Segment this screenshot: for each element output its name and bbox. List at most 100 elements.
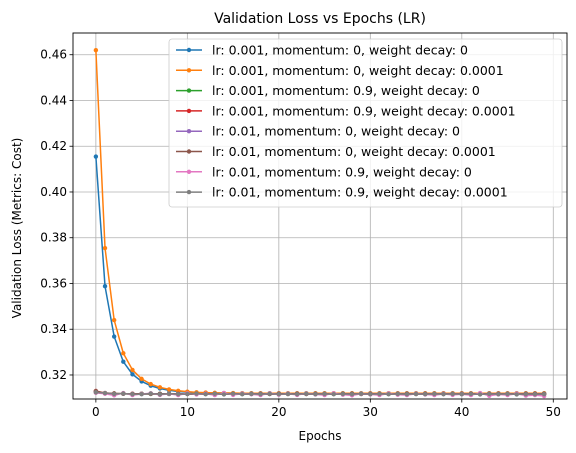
- data-point: [139, 391, 144, 397]
- chart-title: Validation Loss vs Epochs (LR): [214, 11, 426, 27]
- data-point: [166, 391, 172, 396]
- data-point: [313, 391, 318, 397]
- data-point: [505, 391, 510, 397]
- data-point: [386, 391, 391, 397]
- data-point: [130, 391, 135, 397]
- data-point: [358, 391, 364, 396]
- data-point: [121, 359, 126, 364]
- data-point: [139, 376, 144, 382]
- data-point: [368, 391, 373, 397]
- data-point: [102, 390, 108, 396]
- data-point: [294, 391, 300, 397]
- legend-label: lr: 0.01, momentum: 0, weight decay: 0: [212, 124, 460, 139]
- data-point: [377, 391, 382, 397]
- legend-item: lr: 0.001, momentum: 0.9, weight decay: …: [176, 83, 480, 98]
- data-point: [413, 391, 419, 397]
- data-point: [93, 47, 99, 53]
- data-point: [468, 391, 474, 397]
- data-point: [121, 391, 126, 396]
- data-point: [349, 391, 355, 397]
- data-point: [477, 392, 483, 397]
- legend-label: lr: 0.01, momentum: 0.9, weight decay: 0: [212, 164, 472, 179]
- x-tick-label: 40: [454, 405, 469, 419]
- data-point: [514, 392, 519, 397]
- data-point: [93, 390, 99, 395]
- legend-label: lr: 0.001, momentum: 0.9, weight decay: …: [212, 83, 480, 98]
- data-point: [423, 391, 428, 397]
- legend-marker: [186, 88, 192, 93]
- data-point: [111, 317, 117, 323]
- legend-item: lr: 0.001, momentum: 0, weight decay: 0: [176, 43, 468, 58]
- legend-label: lr: 0.01, momentum: 0.9, weight decay: 0…: [212, 185, 508, 200]
- x-tick-label: 20: [271, 405, 286, 419]
- y-tick-label: 0.46: [40, 48, 67, 62]
- data-point: [148, 381, 153, 387]
- legend-item: lr: 0.01, momentum: 0, weight decay: 0: [176, 124, 460, 139]
- data-point: [111, 334, 117, 339]
- data-point: [322, 391, 327, 397]
- data-point: [102, 284, 108, 289]
- series-8: [93, 390, 547, 397]
- legend-marker: [186, 108, 192, 114]
- data-point: [148, 391, 153, 396]
- data-point: [240, 391, 245, 397]
- legend-item: lr: 0.01, momentum: 0.9, weight decay: 0: [176, 164, 472, 179]
- data-point: [166, 387, 172, 392]
- data-point: [176, 388, 181, 393]
- x-tick-label: 10: [180, 405, 195, 419]
- data-point: [331, 391, 336, 397]
- data-point: [221, 392, 227, 397]
- data-point: [258, 391, 263, 397]
- legend-item: lr: 0.001, momentum: 0, weight decay: 0.…: [176, 63, 504, 78]
- legend-box: [168, 38, 563, 208]
- legend-item: lr: 0.01, momentum: 0.9, weight decay: 0…: [176, 185, 508, 200]
- data-point: [276, 391, 282, 397]
- data-point: [340, 391, 346, 397]
- data-point: [203, 391, 208, 397]
- data-point: [130, 367, 135, 373]
- data-point: [230, 391, 236, 396]
- data-point: [523, 391, 529, 397]
- data-point: [212, 391, 217, 396]
- legend-label: lr: 0.001, momentum: 0.9, weight decay: …: [212, 103, 516, 118]
- data-point: [285, 391, 291, 397]
- legend-label: lr: 0.001, momentum: 0, weight decay: 0.…: [212, 63, 504, 78]
- y-tick-label: 0.42: [40, 139, 67, 153]
- legend-marker: [186, 68, 192, 73]
- data-point: [121, 351, 126, 356]
- y-tick-label: 0.34: [40, 322, 67, 336]
- data-point: [304, 391, 309, 396]
- data-point: [157, 385, 163, 390]
- y-tick-label: 0.38: [40, 231, 67, 245]
- x-tick-label: 30: [363, 405, 378, 419]
- data-point: [432, 391, 437, 397]
- legend-marker: [186, 169, 192, 174]
- y-axis-label: Validation Loss (Metrics: Cost): [10, 138, 24, 319]
- y-tick-label: 0.32: [40, 368, 67, 382]
- y-tick-label: 0.44: [40, 93, 67, 107]
- data-point: [111, 391, 117, 397]
- y-tick-label: 0.36: [40, 276, 67, 290]
- data-point: [249, 391, 254, 397]
- legend-item: lr: 0.01, momentum: 0, weight decay: 0.0…: [176, 144, 496, 159]
- series-lines: [93, 47, 547, 399]
- x-tick-label: 0: [92, 405, 100, 419]
- data-point: [496, 391, 501, 397]
- data-point: [404, 391, 410, 397]
- data-point: [267, 391, 272, 396]
- plot-frame: [72, 32, 568, 400]
- data-point: [459, 391, 464, 397]
- data-point: [541, 391, 547, 397]
- x-tick-label: 50: [546, 405, 561, 419]
- data-point: [185, 391, 190, 397]
- legend-marker: [186, 149, 192, 154]
- data-point: [176, 391, 181, 397]
- data-point: [532, 391, 538, 397]
- data-point: [487, 391, 492, 397]
- legend-marker: [186, 189, 192, 195]
- data-point: [395, 391, 400, 397]
- data-point: [93, 154, 99, 159]
- legend: lr: 0.001, momentum: 0, weight decay: 0 l…: [168, 38, 563, 208]
- x-axis-label: Epochs: [299, 429, 342, 443]
